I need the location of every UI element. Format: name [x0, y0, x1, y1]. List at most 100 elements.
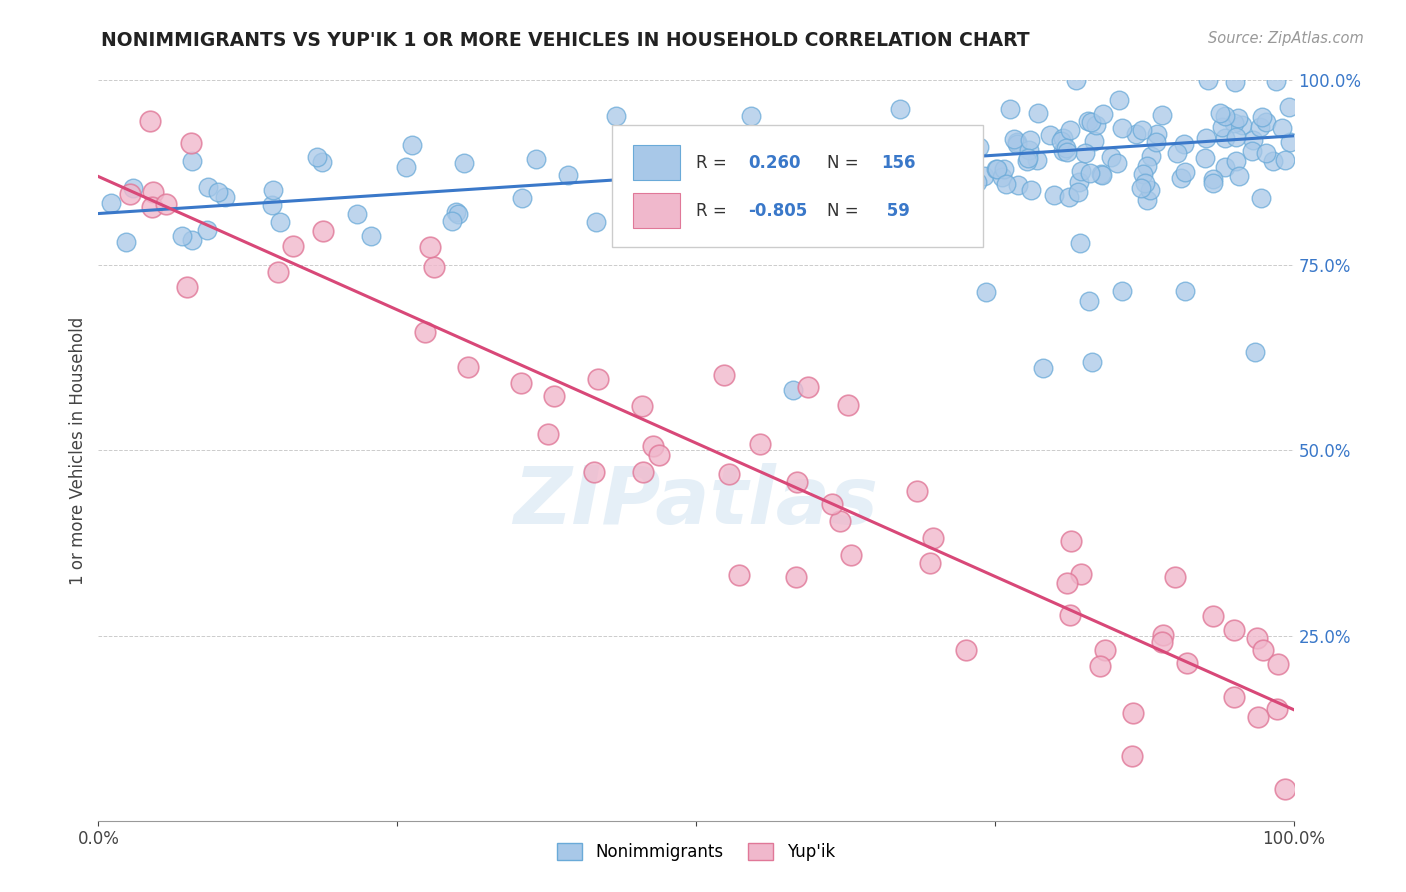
Point: [1026, 106, 1049, 120]
Point: [744, 139, 766, 153]
Point: [1251, 110, 1274, 124]
Point: [195, 223, 218, 237]
Point: [118, 187, 141, 202]
Point: [1166, 146, 1188, 161]
Text: R =: R =: [696, 154, 733, 172]
Point: [557, 168, 579, 182]
Point: [1136, 159, 1159, 173]
Point: [446, 207, 468, 221]
Point: [778, 134, 800, 148]
Point: [917, 174, 939, 188]
Point: [1067, 175, 1090, 189]
Text: NONIMMIGRANTS VS YUP'IK 1 OR MORE VEHICLES IN HOUSEHOLD CORRELATION CHART: NONIMMIGRANTS VS YUP'IK 1 OR MORE VEHICL…: [101, 31, 1029, 50]
Point: [1244, 345, 1267, 359]
Point: [786, 475, 808, 489]
Point: [524, 153, 547, 167]
Point: [718, 467, 741, 481]
Point: [1174, 165, 1197, 179]
Point: [993, 162, 1015, 177]
Point: [1250, 191, 1272, 205]
Point: [170, 229, 193, 244]
Point: [837, 398, 859, 412]
Point: [281, 239, 304, 253]
Point: [1197, 73, 1219, 87]
Point: [832, 139, 855, 153]
Point: [1005, 135, 1028, 149]
Point: [1002, 132, 1025, 146]
Point: [647, 448, 669, 462]
Point: [1213, 110, 1236, 124]
Point: [1265, 74, 1288, 88]
Point: [1005, 137, 1028, 152]
Point: [695, 193, 717, 207]
Point: [1225, 129, 1247, 144]
Point: [666, 181, 689, 195]
Point: [631, 465, 654, 479]
Point: [262, 198, 284, 212]
Point: [735, 154, 758, 169]
Point: [1017, 151, 1039, 165]
Point: [991, 170, 1014, 185]
Point: [1025, 153, 1047, 167]
Point: [180, 136, 202, 150]
Point: [1201, 172, 1223, 186]
Point: [1278, 135, 1301, 149]
Point: [1265, 702, 1288, 716]
Point: [1054, 141, 1077, 155]
Text: N =: N =: [827, 154, 859, 172]
Point: [1094, 643, 1116, 657]
Point: [605, 109, 627, 123]
Point: [1130, 181, 1153, 195]
Point: [1139, 183, 1161, 197]
Point: [1050, 134, 1073, 148]
Point: [1194, 151, 1216, 165]
Point: [655, 146, 678, 161]
Point: [994, 178, 1017, 192]
Point: [115, 235, 138, 249]
Text: 59: 59: [882, 202, 910, 220]
Point: [1111, 120, 1133, 135]
Point: [1209, 106, 1232, 120]
Point: [1083, 134, 1105, 148]
Point: [960, 141, 983, 155]
Point: [785, 570, 807, 584]
Point: [817, 145, 839, 160]
Point: [1092, 107, 1115, 121]
Point: [262, 183, 284, 197]
Point: [714, 184, 737, 198]
Point: [1164, 569, 1187, 583]
Point: [1032, 361, 1054, 376]
Point: [1225, 154, 1247, 169]
Point: [1256, 146, 1278, 161]
Point: [927, 145, 949, 160]
Point: [1059, 123, 1081, 137]
Point: [1274, 781, 1296, 796]
Point: [728, 567, 751, 582]
Point: [1019, 133, 1042, 147]
Point: [1152, 635, 1174, 649]
Point: [1278, 100, 1301, 114]
Point: [346, 207, 368, 221]
Point: [100, 195, 122, 210]
Point: [1246, 709, 1268, 723]
Point: [1249, 120, 1271, 134]
Point: [1146, 127, 1168, 141]
Point: [1136, 193, 1159, 207]
Point: [1223, 75, 1246, 89]
Point: [711, 156, 734, 170]
Point: [721, 197, 744, 211]
Point: [1056, 145, 1078, 159]
Text: ZIPatlas: ZIPatlas: [513, 463, 879, 541]
Point: [704, 158, 727, 172]
Point: [1080, 114, 1102, 128]
Point: [776, 153, 799, 167]
Text: N =: N =: [827, 202, 859, 220]
Point: [583, 465, 606, 479]
Point: [1060, 534, 1083, 549]
Point: [1241, 133, 1264, 147]
FancyBboxPatch shape: [613, 125, 983, 247]
Point: [1195, 131, 1218, 145]
Point: [1202, 608, 1225, 623]
Point: [1015, 154, 1038, 169]
Point: [1090, 658, 1112, 673]
